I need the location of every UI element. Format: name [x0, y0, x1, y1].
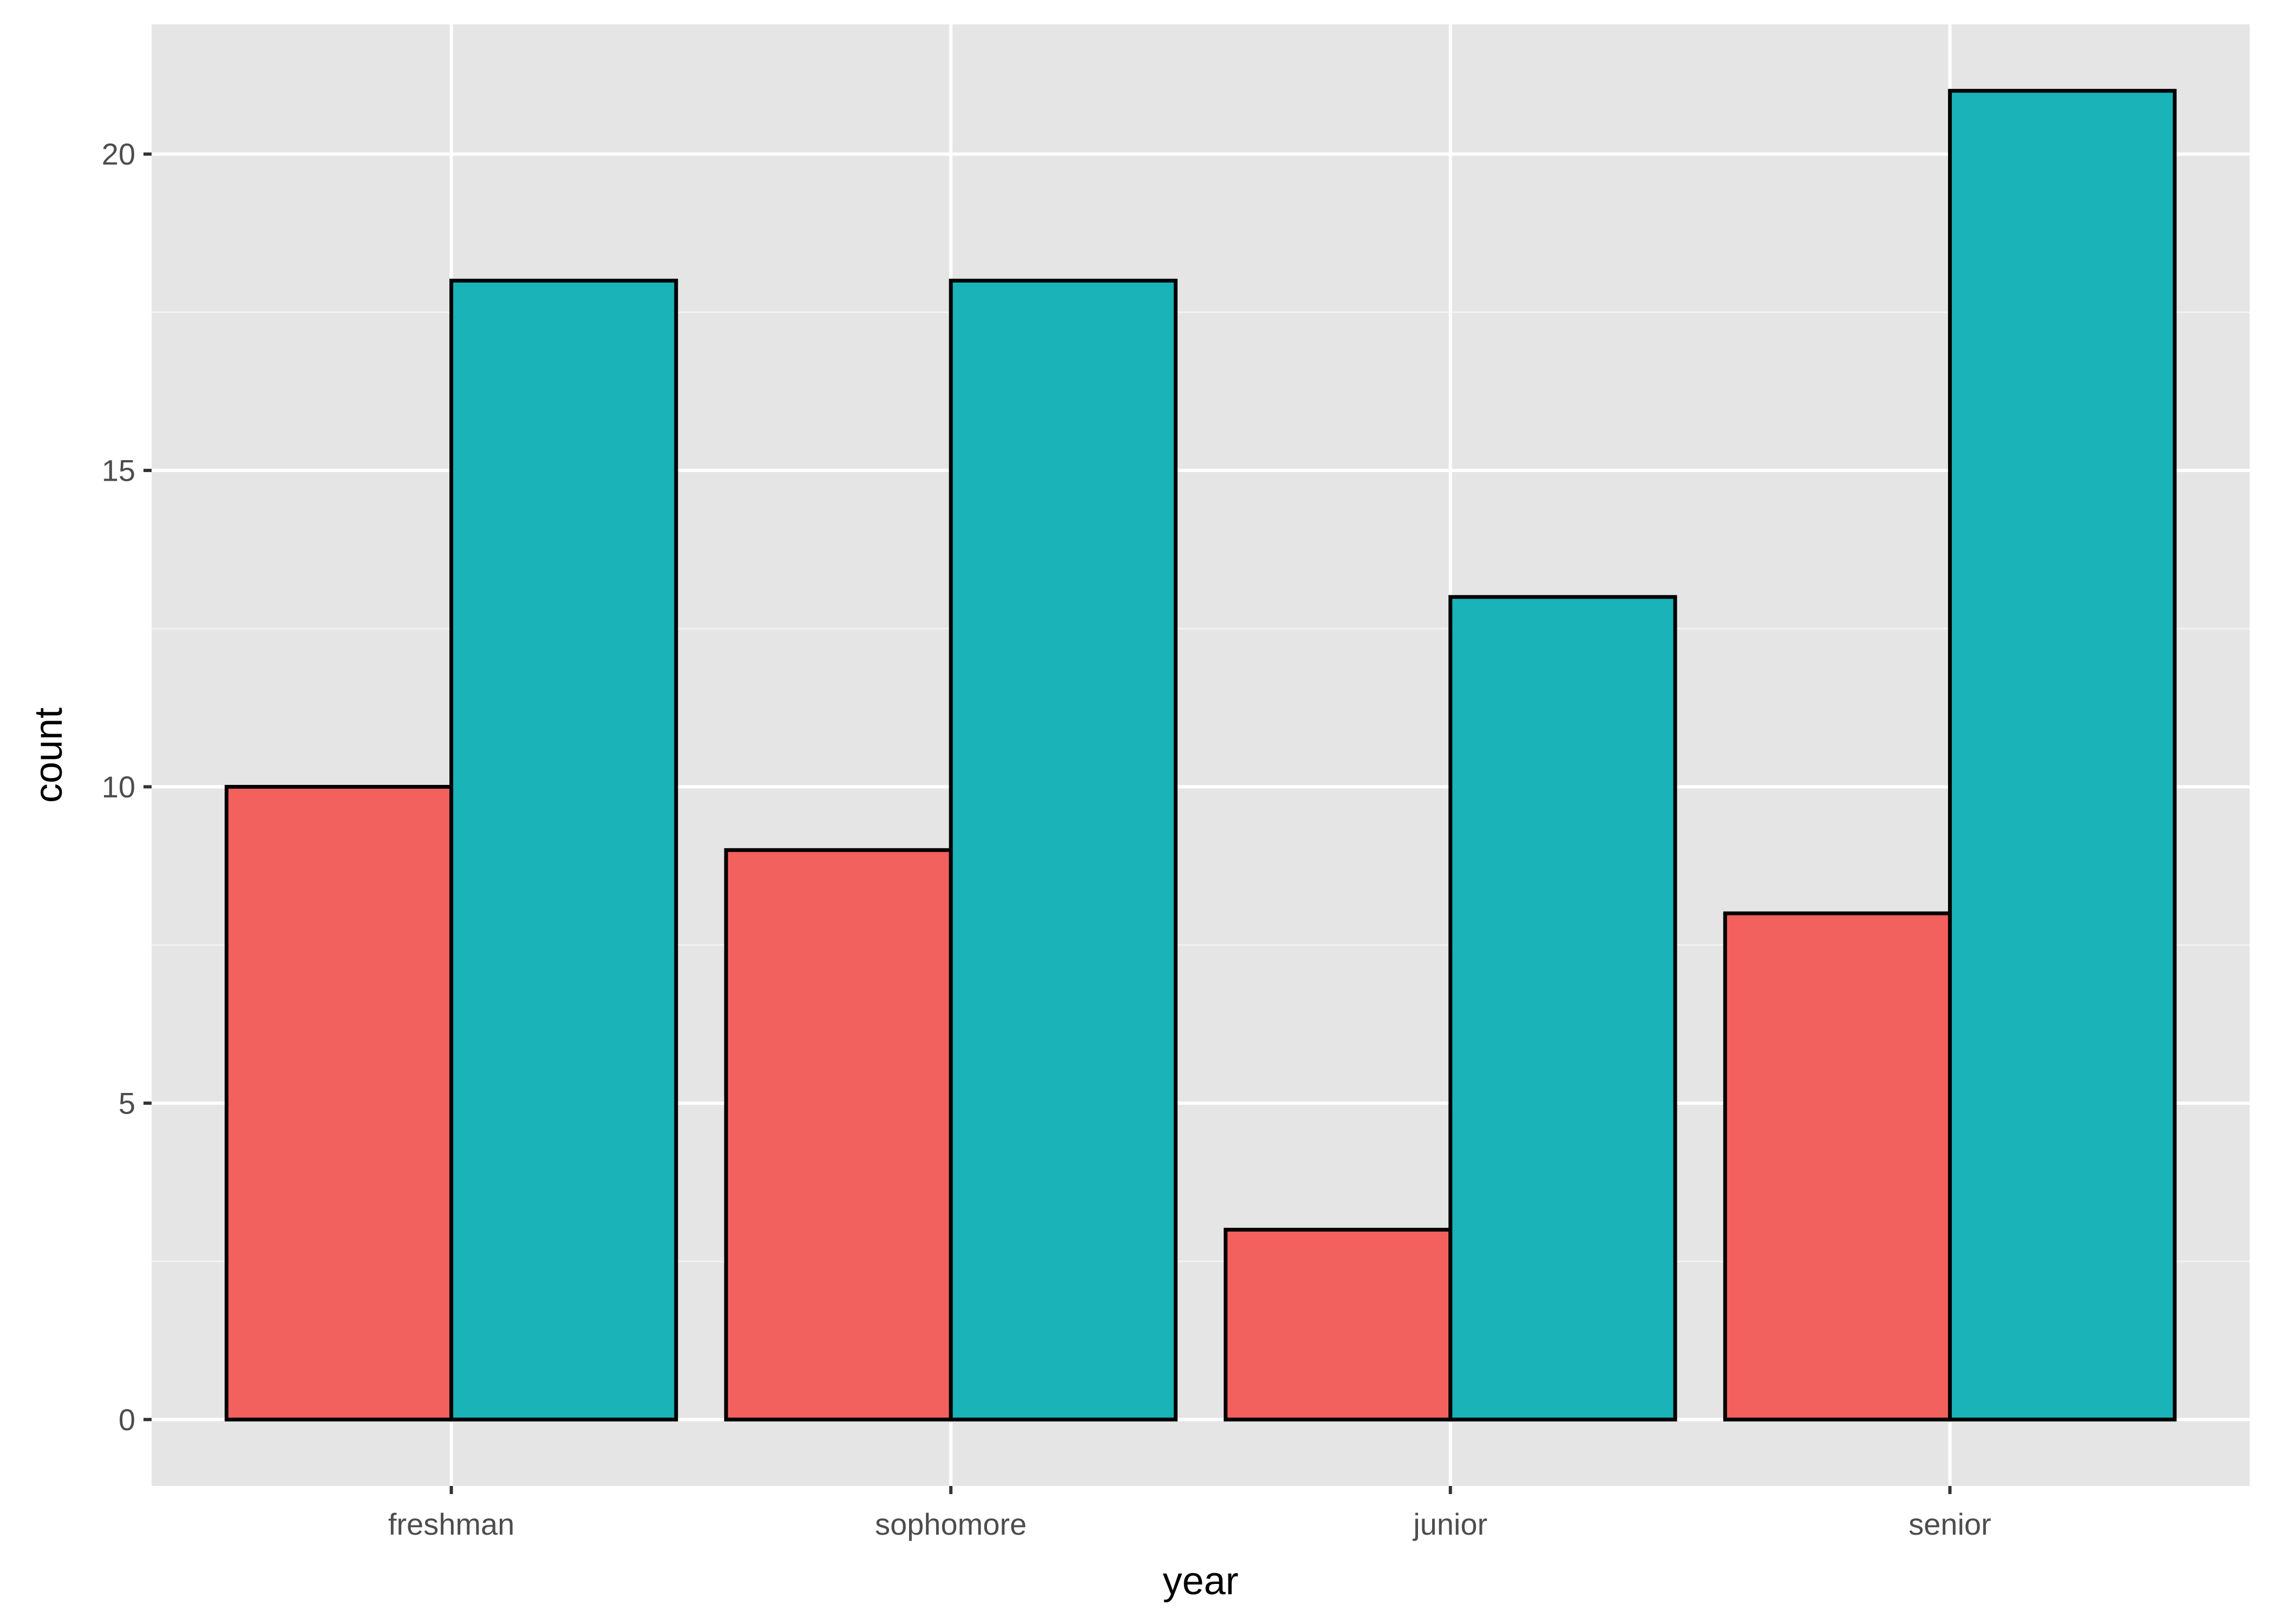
bar [949, 278, 1178, 1422]
y-tick-label: 5 [119, 1086, 135, 1120]
bars [224, 89, 2177, 1422]
y-tick-label: 20 [102, 137, 135, 171]
bar [224, 784, 454, 1422]
bar [1948, 89, 2177, 1422]
x-tick-label: junior [1412, 1507, 1487, 1541]
bar [449, 278, 678, 1422]
y-axis: 0 5 10 15 20 [102, 137, 152, 1437]
x-tick-label: freshman [388, 1507, 514, 1541]
y-tick-label: 0 [119, 1403, 135, 1437]
bar [1448, 595, 1677, 1422]
x-axis-title: year [1162, 1560, 1238, 1603]
y-tick-label: 10 [102, 770, 135, 804]
bar [1723, 911, 1952, 1422]
y-tick-label: 15 [102, 454, 135, 488]
bar [724, 848, 953, 1422]
y-axis-title: count [27, 708, 70, 803]
x-tick-label: senior [1909, 1507, 1991, 1541]
x-axis: freshman sophomore junior senior [388, 1486, 1991, 1541]
x-tick-label: sophomore [875, 1507, 1027, 1541]
bar [1224, 1228, 1453, 1422]
